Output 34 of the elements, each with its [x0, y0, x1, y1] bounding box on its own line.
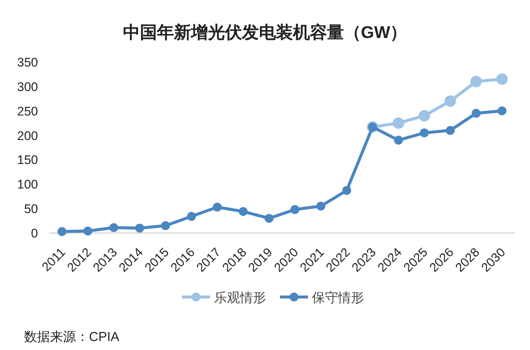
chart-title: 中国年新增光伏发电装机容量（GW）: [122, 23, 408, 42]
point: [212, 202, 222, 212]
y-tick-label: 0: [31, 226, 38, 240]
point: [444, 95, 456, 107]
point: [83, 226, 92, 236]
point: [290, 205, 300, 214]
y-tick-label: 100: [17, 178, 38, 192]
legend-label: 乐观情形: [214, 290, 266, 305]
point: [109, 223, 118, 232]
y-tick-label: 350: [17, 56, 38, 70]
point: [446, 126, 455, 135]
legend-label: 保守情形: [312, 290, 364, 305]
y-tick-label: 200: [17, 128, 38, 143]
point: [472, 108, 481, 118]
point: [470, 76, 482, 88]
point: [496, 73, 508, 85]
point: [394, 136, 403, 145]
point: [161, 221, 170, 230]
point: [418, 110, 430, 122]
y-tick-label: 300: [17, 80, 38, 94]
point: [420, 128, 429, 138]
point: [238, 207, 248, 216]
point: [135, 224, 144, 233]
point: [342, 186, 352, 195]
point: [392, 117, 404, 129]
y-tick-label: 250: [17, 104, 38, 118]
y-tick-label: 50: [24, 202, 38, 216]
point: [186, 212, 196, 221]
point: [316, 202, 326, 211]
point: [498, 106, 506, 116]
point: [264, 214, 274, 223]
source-note: 数据来源：CPIA: [24, 329, 120, 344]
point: [58, 227, 66, 236]
y-tick-label: 150: [17, 153, 38, 168]
